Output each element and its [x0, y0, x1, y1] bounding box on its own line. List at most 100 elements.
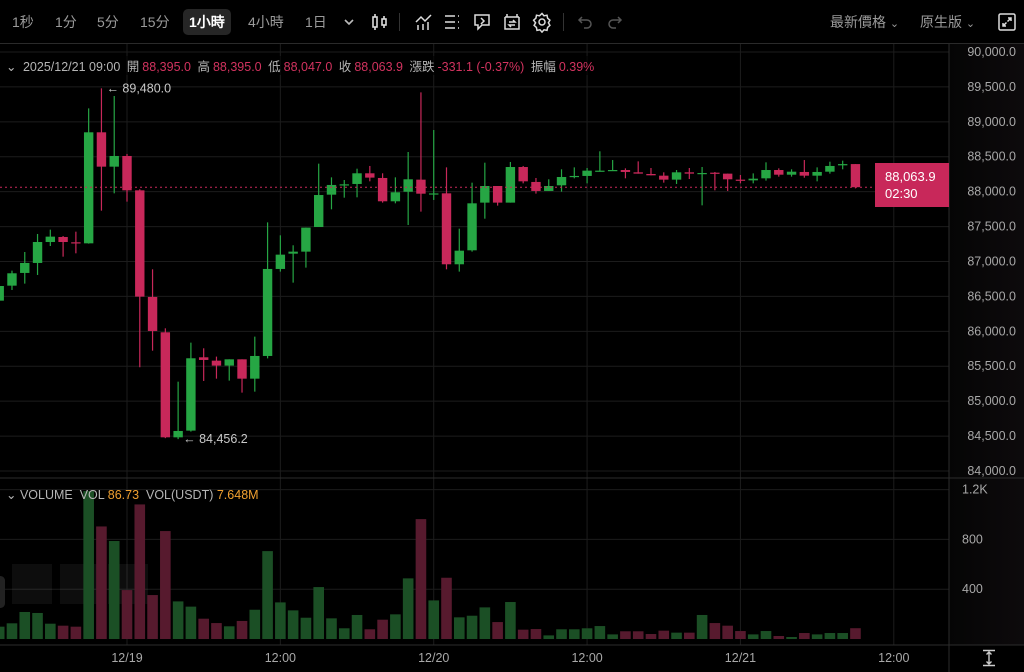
indicators-icon[interactable] — [413, 11, 435, 33]
interval-4h[interactable]: 4小時 — [248, 14, 284, 30]
candle[interactable] — [45, 229, 56, 246]
candle[interactable] — [671, 170, 682, 184]
version-dropdown[interactable]: 原生版 ⌄ — [914, 9, 981, 35]
candle[interactable] — [761, 162, 771, 181]
candle[interactable] — [160, 328, 171, 439]
alert-icon[interactable] — [501, 11, 523, 33]
candle[interactable] — [301, 227, 311, 268]
candle[interactable] — [454, 228, 464, 272]
candle[interactable] — [556, 169, 567, 192]
candle[interactable] — [237, 359, 247, 393]
candle[interactable] — [390, 177, 401, 204]
candle[interactable] — [211, 356, 222, 379]
candle[interactable] — [646, 167, 656, 176]
candle[interactable] — [326, 177, 337, 210]
interval-1m[interactable]: 1分 — [55, 14, 77, 30]
candle[interactable] — [377, 173, 388, 203]
candle[interactable] — [262, 222, 273, 359]
candle[interactable] — [224, 359, 234, 381]
candle[interactable] — [735, 174, 746, 184]
candle[interactable] — [531, 177, 541, 194]
candle[interactable] — [403, 151, 413, 225]
candle[interactable] — [198, 348, 209, 381]
candle[interactable] — [32, 233, 43, 275]
interval-1s[interactable]: 1秒 — [12, 14, 34, 30]
replay-icon[interactable] — [471, 11, 493, 33]
candle[interactable] — [122, 153, 132, 202]
candle[interactable] — [620, 168, 631, 179]
candle[interactable] — [812, 167, 822, 182]
candle[interactable] — [774, 168, 784, 177]
candle-body — [595, 170, 605, 172]
candle[interactable] — [0, 284, 4, 303]
candle[interactable] — [416, 92, 426, 212]
candle[interactable] — [96, 88, 107, 211]
candle[interactable] — [314, 163, 324, 227]
candle[interactable] — [799, 160, 810, 178]
candle[interactable] — [505, 161, 516, 203]
candle[interactable] — [569, 167, 579, 179]
collapse-chevron-icon[interactable]: ⌄ — [6, 488, 17, 502]
settings-icon[interactable] — [531, 11, 553, 34]
price-type-dropdown[interactable]: 最新價格 ⌄ — [824, 9, 905, 35]
candle-body — [671, 172, 682, 180]
candle[interactable] — [173, 381, 183, 440]
candle[interactable] — [710, 171, 720, 191]
candle[interactable] — [135, 189, 145, 368]
candle[interactable] — [20, 251, 30, 284]
candle[interactable] — [83, 108, 94, 244]
volume-bar — [70, 626, 82, 639]
candle[interactable] — [697, 167, 707, 206]
candle[interactable] — [786, 169, 797, 177]
candle[interactable] — [518, 165, 528, 184]
expand-icon[interactable] — [996, 11, 1018, 33]
candle[interactable] — [492, 186, 503, 206]
redo-icon[interactable] — [604, 11, 626, 33]
candle[interactable] — [837, 160, 848, 170]
candle[interactable] — [275, 235, 286, 272]
candle[interactable] — [480, 162, 490, 219]
candle[interactable] — [850, 164, 861, 189]
interval-5m[interactable]: 5分 — [97, 14, 119, 30]
volume-bar — [543, 635, 555, 639]
undo-icon[interactable] — [574, 11, 596, 33]
candlestick-chart[interactable]: 90,000.0 89,500.0 89,000.0 88,500.0 88,000.0… — [0, 44, 1024, 672]
candle[interactable] — [109, 95, 119, 194]
candle[interactable] — [607, 160, 618, 172]
candle[interactable] — [429, 130, 439, 200]
candle[interactable] — [7, 270, 17, 290]
interval-1d[interactable]: 1日 — [305, 14, 327, 30]
candlestick-type-icon[interactable] — [369, 11, 391, 33]
volume-bar — [517, 629, 529, 639]
collapse-chevron-icon[interactable]: ⌄ — [6, 60, 17, 74]
candle[interactable] — [71, 231, 81, 254]
candle[interactable] — [441, 167, 452, 270]
current-price-value: 88,063.9 — [885, 169, 936, 184]
side-panel-handle[interactable] — [0, 576, 5, 608]
candle[interactable] — [467, 182, 477, 252]
candle[interactable] — [186, 342, 196, 432]
candle[interactable] — [595, 151, 605, 172]
axis-scale-toggle-icon[interactable] — [981, 649, 997, 667]
candle[interactable] — [659, 172, 669, 183]
candle[interactable] — [365, 165, 375, 182]
candle[interactable] — [748, 173, 758, 184]
drawing-list-icon[interactable] — [441, 11, 463, 33]
candle[interactable] — [722, 173, 733, 191]
candle[interactable] — [544, 179, 554, 191]
chevron-down-icon[interactable] — [338, 11, 360, 33]
interval-15m[interactable]: 15分 — [140, 14, 170, 30]
high-value: 88,395.0 — [212, 60, 262, 74]
candle[interactable] — [352, 168, 362, 198]
interval-1h[interactable]: 1小時 — [183, 9, 231, 35]
candle[interactable] — [288, 245, 298, 283]
candle[interactable] — [147, 269, 158, 351]
candle[interactable] — [684, 167, 695, 180]
candle[interactable] — [633, 161, 643, 174]
candle[interactable] — [825, 161, 835, 174]
candle-body — [850, 164, 861, 188]
candle[interactable] — [339, 179, 349, 198]
candle[interactable] — [58, 236, 68, 257]
candle[interactable] — [582, 167, 592, 184]
candle[interactable] — [250, 336, 260, 392]
